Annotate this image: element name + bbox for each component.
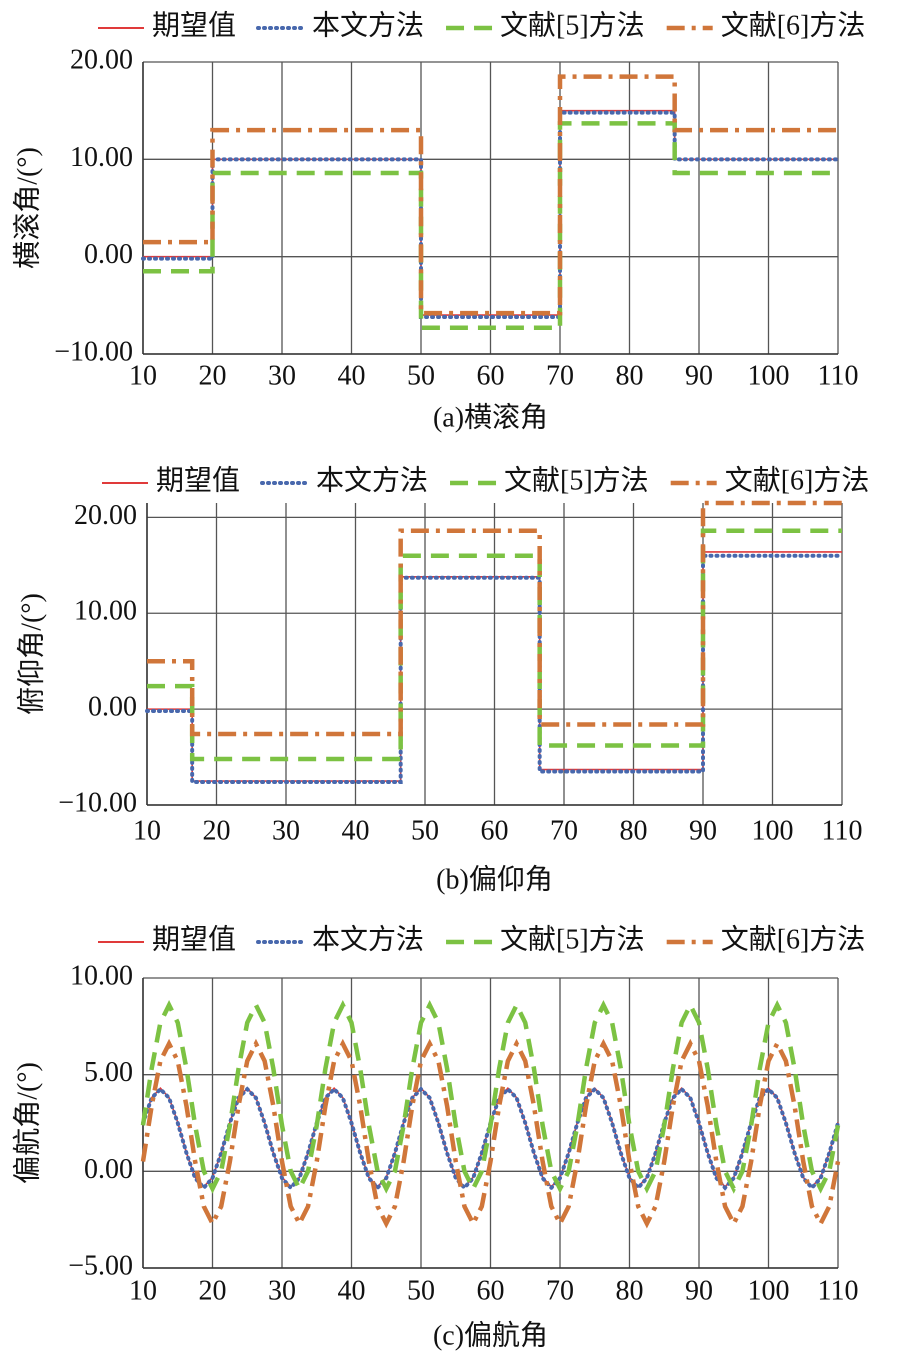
y-tick-label: −5.00 xyxy=(68,1250,133,1281)
y-axis-label: 横滚角/(°) xyxy=(11,147,43,269)
legend-label: 本文方法 xyxy=(312,923,424,955)
y-tick-label: 0.00 xyxy=(88,692,137,723)
legend-label: 本文方法 xyxy=(316,464,428,496)
x-tick-label: 110 xyxy=(818,1275,859,1306)
x-tick-label: 30 xyxy=(268,360,296,391)
x-tick-label: 60 xyxy=(477,1275,505,1306)
series-line xyxy=(147,500,842,737)
series-line xyxy=(140,1038,841,1229)
series-line xyxy=(141,110,840,320)
x-tick-label: 70 xyxy=(550,815,578,846)
x-tick-label: 40 xyxy=(342,815,370,846)
x-tick-label: 60 xyxy=(477,360,505,391)
legend-label: 期望值 xyxy=(152,9,236,41)
x-tick-label: 70 xyxy=(546,1275,574,1306)
y-tick-label: −10.00 xyxy=(54,336,133,367)
y-tick-label: 10.00 xyxy=(70,960,133,991)
x-tick-label: 50 xyxy=(407,1275,435,1306)
x-tick-label: 40 xyxy=(338,1275,366,1306)
legend-label: 文献[6]方法 xyxy=(721,923,866,955)
x-tick-label: 20 xyxy=(199,360,227,391)
y-tick-label: 5.00 xyxy=(84,1057,133,1088)
x-tick-label: 10 xyxy=(133,815,161,846)
y-tick-label: −10.00 xyxy=(58,787,137,818)
x-tick-label: 70 xyxy=(546,360,574,391)
x-tick-label: 90 xyxy=(685,360,713,391)
x-tick-label: 20 xyxy=(203,815,231,846)
legend-label: 文献[5]方法 xyxy=(500,923,645,955)
y-tick-label: 10.00 xyxy=(70,142,133,173)
x-tick-label: 100 xyxy=(748,360,790,391)
x-tick-label: 90 xyxy=(685,1275,713,1306)
y-tick-label: 10.00 xyxy=(74,596,137,627)
series-line xyxy=(143,74,838,316)
y-tick-label: 0.00 xyxy=(84,239,133,270)
x-tick-label: 50 xyxy=(411,815,439,846)
caption: (a)横滚角 xyxy=(433,401,548,433)
x-tick-label: 30 xyxy=(272,815,300,846)
x-tick-label: 50 xyxy=(407,360,435,391)
x-tick-label: 100 xyxy=(748,1275,790,1306)
y-tick-label: 20.00 xyxy=(74,500,137,531)
x-tick-label: 40 xyxy=(338,360,366,391)
legend-label: 期望值 xyxy=(156,464,240,496)
legend-label: 期望值 xyxy=(152,923,236,955)
x-tick-label: 30 xyxy=(268,1275,296,1306)
x-tick-label: 80 xyxy=(620,815,648,846)
x-tick-label: 100 xyxy=(752,815,794,846)
x-tick-label: 20 xyxy=(199,1275,227,1306)
x-tick-label: 110 xyxy=(818,360,859,391)
series-line xyxy=(140,999,841,1194)
series-line xyxy=(147,528,842,762)
legend-label: 文献[6]方法 xyxy=(725,464,870,496)
x-tick-label: 80 xyxy=(616,360,644,391)
x-tick-label: 10 xyxy=(129,360,157,391)
legend-label: 本文方法 xyxy=(312,9,424,41)
y-axis-label: 俯仰角/(°) xyxy=(15,593,47,715)
caption: (c)偏航角 xyxy=(433,1319,548,1351)
x-tick-label: 110 xyxy=(822,815,863,846)
legend-label: 文献[5]方法 xyxy=(500,9,645,41)
legend-label: 文献[6]方法 xyxy=(721,9,866,41)
x-tick-label: 10 xyxy=(129,1275,157,1306)
y-tick-label: 0.00 xyxy=(84,1154,133,1185)
x-tick-label: 60 xyxy=(481,815,509,846)
legend-label: 文献[5]方法 xyxy=(504,464,649,496)
x-tick-label: 90 xyxy=(689,815,717,846)
y-tick-label: 20.00 xyxy=(70,44,133,75)
caption: (b)偏仰角 xyxy=(436,863,553,895)
y-axis-label: 偏航角/(°) xyxy=(11,1062,43,1184)
x-tick-label: 80 xyxy=(616,1275,644,1306)
